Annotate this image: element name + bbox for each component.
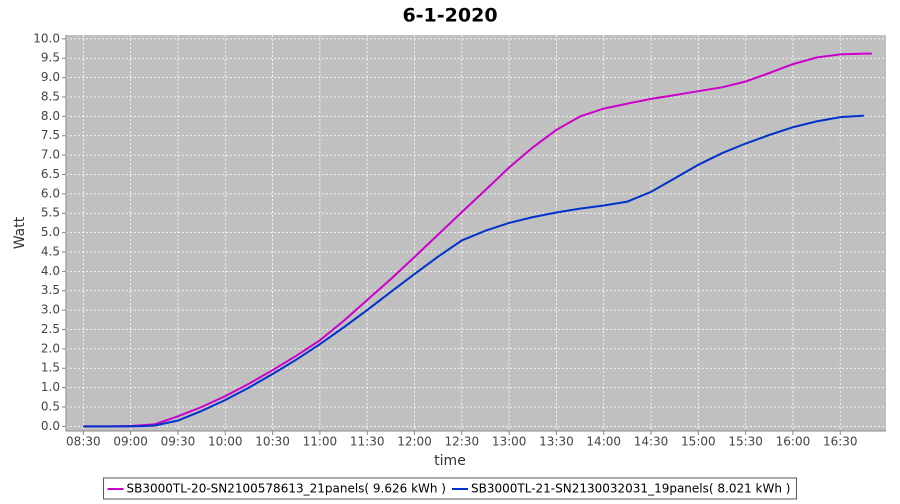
y-tick-label: 7.0 (41, 148, 60, 162)
x-tick-label: 13:30 (539, 435, 574, 449)
y-tick-label: 2.0 (41, 341, 60, 355)
x-tick-label: 10:00 (208, 435, 243, 449)
y-tick-label: 4.0 (41, 264, 60, 278)
x-tick-label: 11:00 (303, 435, 338, 449)
legend-label: SB3000TL-21-SN2130032031_19panels( 8.021… (471, 482, 790, 496)
series-line (83, 114, 864, 428)
y-tick-label: 8.5 (41, 89, 60, 103)
y-tick-label: 3.5 (41, 283, 60, 297)
y-tick-label: 0.0 (41, 419, 60, 433)
x-tick-label: 16:00 (776, 435, 811, 449)
x-tick-label: 08:30 (66, 435, 101, 449)
y-tick-label: 8.0 (41, 109, 60, 123)
y-tick-label: 9.0 (41, 70, 60, 84)
series-line (83, 52, 872, 428)
y-tick-label: 1.0 (41, 380, 60, 394)
legend: SB3000TL-20-SN2100578613_21panels( 9.626… (103, 477, 797, 500)
x-tick-label: 11:30 (350, 435, 385, 449)
y-tick-label: 1.5 (41, 361, 60, 375)
x-tick-label: 09:00 (113, 435, 148, 449)
x-tick-label: 12:30 (445, 435, 480, 449)
chart-title: 6-1-2020 (402, 5, 497, 27)
x-tick-label: 12:00 (397, 435, 432, 449)
y-tick-label: 2.5 (41, 322, 60, 336)
legend-item: SB3000TL-20-SN2100578613_21panels( 9.626… (107, 482, 446, 496)
y-tick-label: 9.5 (41, 51, 60, 65)
x-axis-label: time (434, 453, 466, 469)
x-tick-label: 14:00 (586, 435, 621, 449)
y-tick-label: 5.5 (41, 206, 60, 220)
x-tick-label: 14:30 (634, 435, 669, 449)
y-tick-label: 3.0 (41, 303, 60, 317)
legend-item: SB3000TL-21-SN2130032031_19panels( 8.021… (452, 482, 790, 496)
y-tick-label: 6.0 (41, 186, 60, 200)
y-tick-label: 4.5 (41, 244, 60, 258)
x-tick-label: 10:30 (255, 435, 290, 449)
x-tick-label: 09:30 (161, 435, 196, 449)
y-tick-label: 6.5 (41, 167, 60, 181)
y-axis-label: Watt (12, 216, 28, 249)
x-tick-label: 13:00 (492, 435, 527, 449)
y-tick-label: 10.0 (33, 31, 60, 45)
x-tick-label: 15:30 (728, 435, 763, 449)
x-tick-label: 16:30 (823, 435, 858, 449)
y-tick-label: 5.0 (41, 225, 60, 239)
x-tick-label: 15:00 (681, 435, 716, 449)
y-tick-label: 0.5 (41, 399, 60, 413)
legend-label: SB3000TL-20-SN2100578613_21panels( 9.626… (127, 482, 446, 496)
legend-box (103, 477, 797, 500)
y-tick-label: 7.5 (41, 128, 60, 142)
